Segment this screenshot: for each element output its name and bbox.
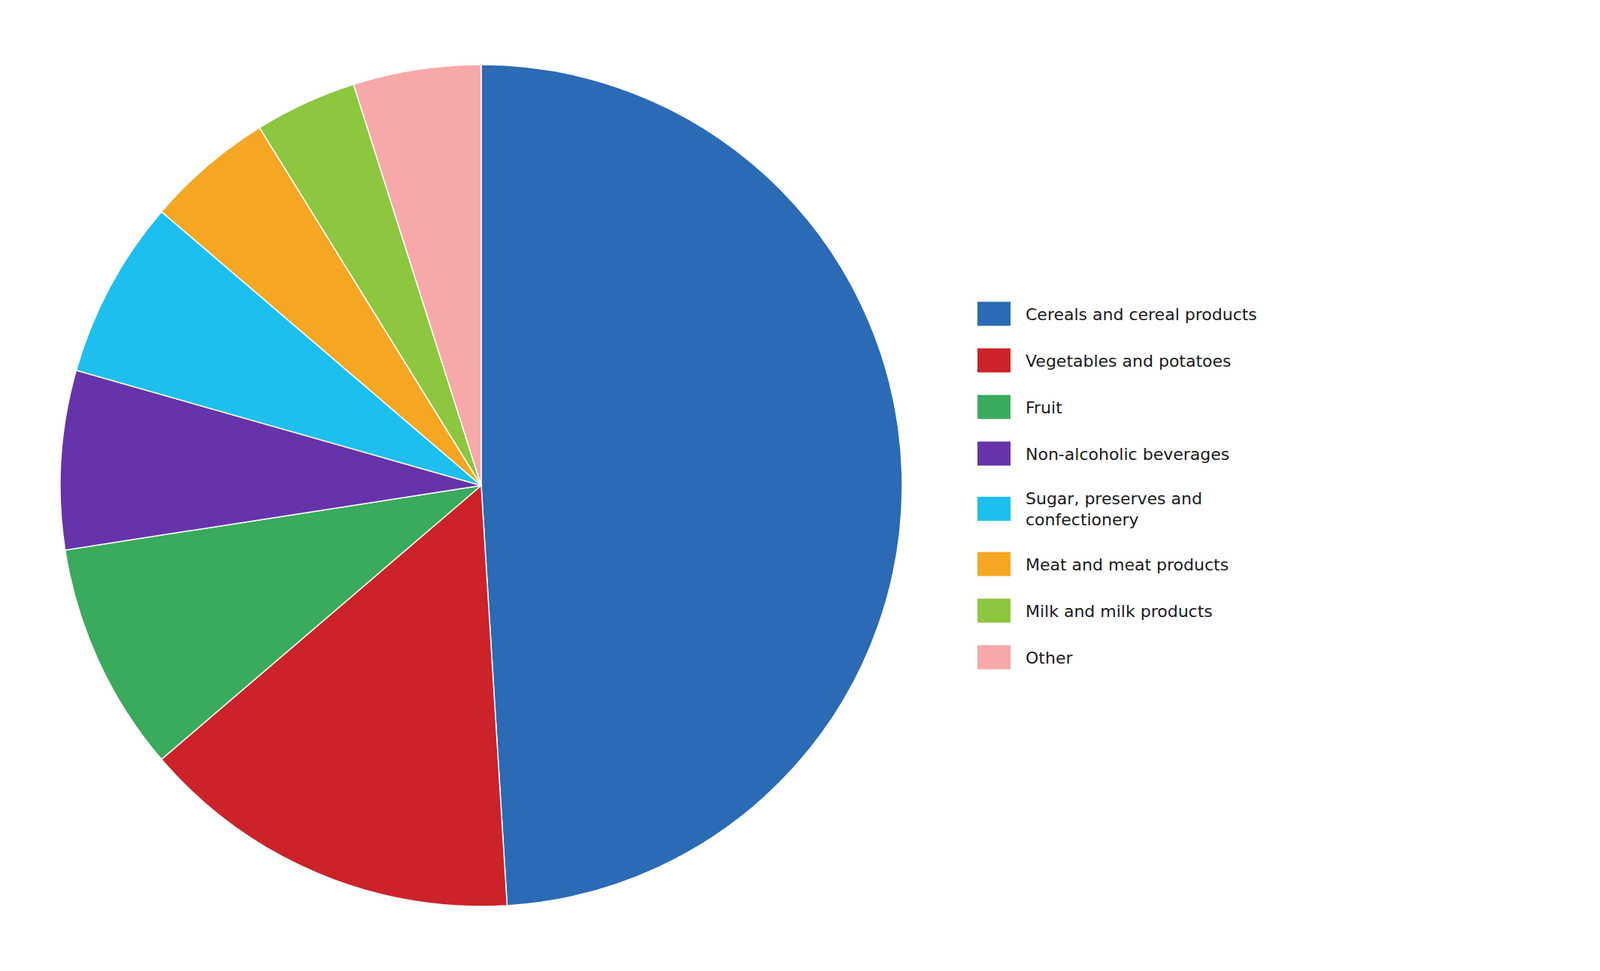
legend-label-line: Other [1025,648,1073,667]
legend-swatch [977,645,1011,670]
legend-item: Milk and milk products [977,599,1213,624]
legend-swatch [977,395,1011,420]
legend-label: Cereals and cereal products [1025,304,1258,324]
legend-item: Vegetables and potatoes [977,348,1232,373]
legend: Cereals and cereal products Vegetables an… [977,302,1258,670]
legend-label-line: Fruit [1025,397,1063,417]
legend-label-line: Meat and meat products [1025,554,1229,574]
legend-item: Non-alcoholic beverages [977,442,1230,467]
legend-swatch [977,348,1011,373]
legend-swatch [977,552,1011,577]
legend-swatch [977,599,1011,624]
legend-label-line: Non-alcoholic beverages [1025,444,1230,464]
legend-swatch [977,442,1011,467]
legend-item: Sugar, preserves andconfectionery [977,489,1203,530]
legend-label-line: Milk and milk products [1025,601,1213,621]
pie-slice [353,64,482,486]
legend-item: Fruit [977,395,1063,420]
legend-label: Milk and milk products [1025,601,1213,621]
legend-label-line: Vegetables and potatoes [1025,351,1232,370]
legend-item: Cereals and cereal products [977,302,1258,327]
legend-label: Vegetables and potatoes [1025,351,1232,370]
legend-label-line: Cereals and cereal products [1025,304,1258,324]
legend-label-line: confectionery [1025,509,1140,529]
legend-label: Other [1025,648,1073,667]
legend-label: Fruit [1025,397,1063,417]
legend-item: Other [977,645,1073,670]
legend-swatch [977,302,1011,327]
legend-label: Non-alcoholic beverages [1025,444,1230,464]
legend-item: Meat and meat products [977,552,1229,577]
pie-slice [481,64,903,907]
pie [60,64,903,907]
legend-label: Sugar, preserves andconfectionery [1025,489,1203,530]
legend-label-line: Sugar, preserves and [1025,489,1203,509]
chart: Cereals and cereal products Vegetables an… [0,0,1600,971]
legend-swatch [977,496,1011,522]
legend-label: Meat and meat products [1025,554,1229,574]
